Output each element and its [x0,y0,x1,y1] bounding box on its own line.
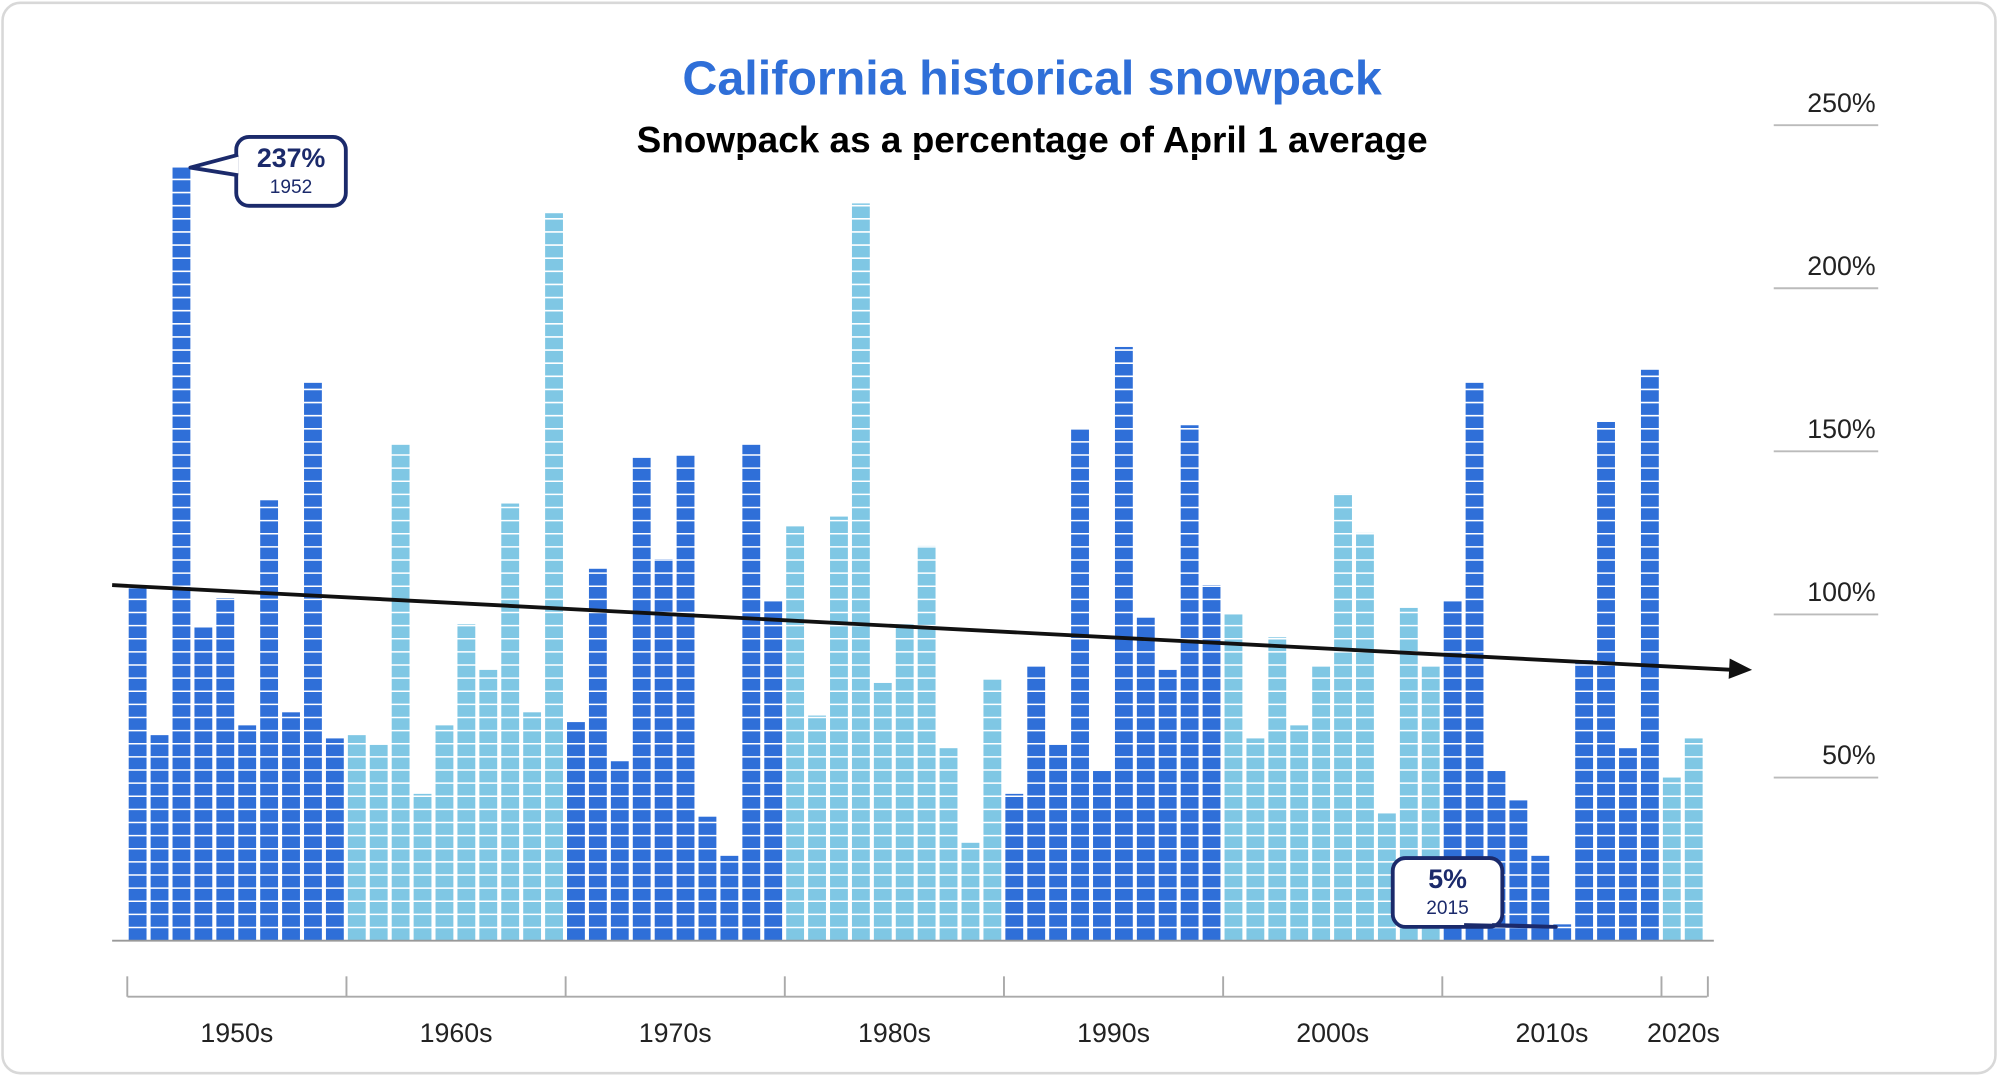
bar [567,722,585,941]
bar [413,793,432,941]
callout-year: 1952 [270,177,313,198]
bar [282,712,300,941]
y-tick-label: 150% [1807,414,1875,444]
bar [1202,585,1221,941]
bar [808,715,826,941]
bar [1268,637,1287,941]
callout: 5% 2015 [1390,856,1558,929]
bar [1597,421,1615,941]
bar [1005,793,1024,941]
decade-label: 2010s [1515,1018,1588,1048]
callout-box [1390,856,1505,929]
bar [1356,532,1374,941]
y-tick-label: 50% [1822,740,1876,770]
callout-pointer [1464,923,1558,929]
bar [1553,924,1572,941]
bar [435,725,454,941]
trend-arrowhead [1728,658,1753,679]
bar [1093,771,1111,941]
bar [369,744,388,941]
bar [610,761,629,941]
decade-label: 1970s [639,1018,712,1048]
y-tick-label: 100% [1807,577,1875,607]
bar [676,454,695,941]
bar [632,457,651,941]
bar [1465,382,1484,941]
bar [1312,666,1331,941]
bar [523,712,542,941]
bar [1180,425,1199,941]
decade-label: 1950s [200,1018,273,1048]
callout-value: 5% [1428,864,1467,894]
bar [939,748,958,941]
bar [172,167,191,941]
bar [1640,369,1659,941]
bar [961,842,980,941]
decade-label: 1990s [1077,1018,1150,1048]
bar [1443,601,1462,941]
bar [238,725,257,941]
bar [1027,666,1046,941]
callout-pointer [188,152,239,178]
bar [1114,346,1133,941]
trend-line [112,583,1735,672]
bar [1509,800,1528,941]
bar [720,855,739,941]
bar [1224,614,1243,941]
decade-label: 2000s [1296,1018,1369,1048]
bar [654,558,673,941]
callout-year: 2015 [1426,898,1469,919]
bar [545,213,563,941]
bar [1662,777,1681,941]
bar [325,738,344,941]
bar [1290,725,1309,941]
bar [742,444,761,941]
bar [1136,617,1155,941]
bar [1531,855,1550,941]
decade-label: 2020s [1647,1018,1720,1048]
bar [260,500,279,941]
bar [830,516,848,941]
callout: 237% 1952 [188,135,348,208]
bar [851,203,870,941]
bar [1684,738,1703,941]
decade-label: 1980s [858,1018,931,1048]
bar [873,682,892,941]
bar [588,568,607,941]
bar [1071,428,1089,941]
bar [786,526,805,941]
bar [698,816,717,941]
bar [764,601,783,941]
y-tick-label: 200% [1807,251,1875,281]
decade-label: 1960s [420,1018,493,1048]
chart-title: California historical snowpack [682,52,1381,106]
chart-subtitle: Snowpack as a percentage of April 1 aver… [637,120,1428,161]
bar [304,382,322,941]
bar [1575,660,1594,941]
bar [128,588,147,941]
bar [150,735,169,941]
bar [391,444,410,941]
bar [194,627,213,941]
bar [479,669,498,941]
bar [1158,669,1177,941]
bar [1049,744,1068,941]
y-tick-label: 250% [1807,88,1875,118]
bar [1619,748,1637,941]
callout-value: 237% [257,143,326,173]
bar [1246,738,1265,941]
bar [347,735,366,941]
